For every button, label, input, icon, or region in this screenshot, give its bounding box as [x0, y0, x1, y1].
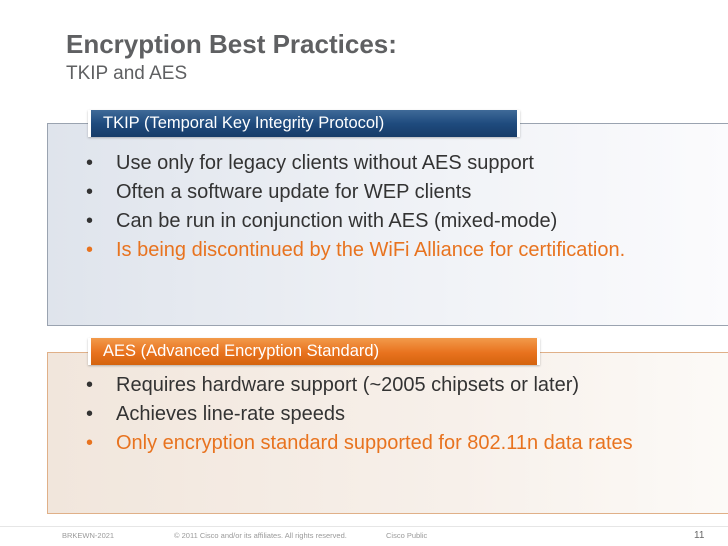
- tkip-bullet-text: Use only for legacy clients without AES …: [116, 152, 534, 174]
- bullet-icon: •: [86, 374, 94, 396]
- bullet-icon: •: [86, 432, 94, 454]
- bullet-icon: •: [86, 239, 94, 261]
- aes-bullet: • Requires hardware support (~2005 chips…: [82, 374, 642, 397]
- tkip-heading: TKIP (Temporal Key Integrity Protocol): [88, 110, 520, 137]
- aes-bullet-text: Requires hardware support (~2005 chipset…: [116, 374, 580, 396]
- slide-subtitle: TKIP and AES: [66, 63, 188, 84]
- tkip-bullet-text: Can be run in conjunction with AES (mixe…: [116, 210, 558, 232]
- footer-session-id: BRKEWN-2021: [62, 531, 115, 540]
- aes-bullet-highlight: • Only encryption standard supported for…: [82, 432, 642, 455]
- footer-divider: [0, 526, 728, 527]
- tkip-bullet: • Use only for legacy clients without AE…: [82, 152, 642, 175]
- bullet-icon: •: [86, 403, 94, 425]
- bullet-icon: •: [86, 152, 94, 174]
- footer-classification: Cisco Public: [386, 531, 428, 540]
- aes-panel: [47, 352, 728, 514]
- aes-bullet-list: • Requires hardware support (~2005 chips…: [82, 374, 642, 461]
- tkip-bullet: • Often a software update for WEP client…: [82, 181, 642, 204]
- slide-title: Encryption Best Practices:: [66, 29, 397, 59]
- page-number: 11: [694, 530, 705, 541]
- footer-copyright: © 2011 Cisco and/or its affiliates. All …: [174, 531, 347, 540]
- tkip-bullet: • Can be run in conjunction with AES (mi…: [82, 210, 642, 233]
- aes-bullet-text: Only encryption standard supported for 8…: [116, 432, 633, 454]
- tkip-bullet-text: Often a software update for WEP clients: [116, 181, 472, 203]
- tkip-bullet-list: • Use only for legacy clients without AE…: [82, 152, 642, 268]
- aes-bullet-text: Achieves line-rate speeds: [116, 403, 346, 425]
- tkip-bullet-highlight: • Is being discontinued by the WiFi Alli…: [82, 239, 642, 262]
- bullet-icon: •: [86, 210, 94, 232]
- tkip-bullet-text: Is being discontinued by the WiFi Allian…: [116, 239, 626, 261]
- tkip-panel: [47, 123, 728, 326]
- aes-heading: AES (Advanced Encryption Standard): [88, 338, 540, 365]
- bullet-icon: •: [86, 181, 94, 203]
- aes-bullet: • Achieves line-rate speeds: [82, 403, 642, 426]
